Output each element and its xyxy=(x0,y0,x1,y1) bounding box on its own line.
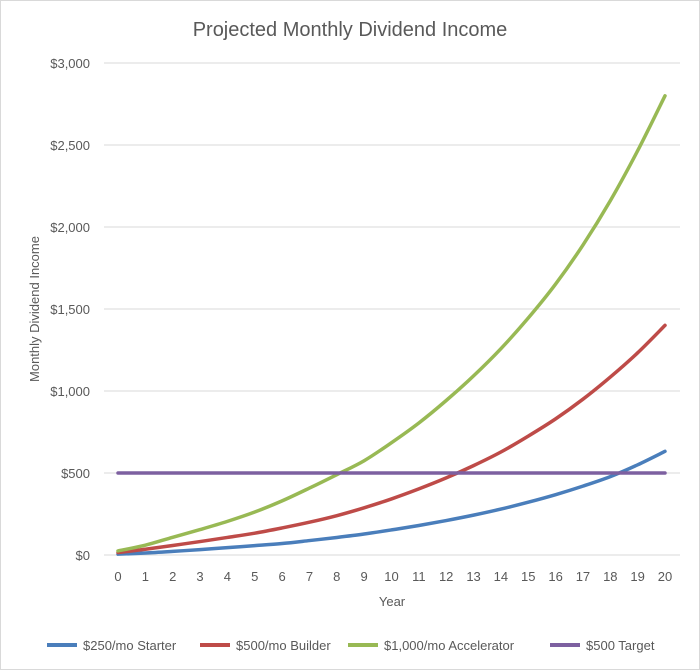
x-tick-label: 5 xyxy=(251,569,258,584)
x-tick-label: 10 xyxy=(384,569,398,584)
series-lines xyxy=(116,94,667,556)
legend-label: $500/mo Builder xyxy=(236,638,331,653)
y-tick-label: $3,000 xyxy=(50,56,90,71)
x-tick-label: 14 xyxy=(494,569,508,584)
legend-label: $500 Target xyxy=(586,638,655,653)
y-tick-label: $1,000 xyxy=(50,384,90,399)
x-tick-label: 9 xyxy=(361,569,368,584)
x-tick-label: 16 xyxy=(548,569,562,584)
y-tick-label: $1,500 xyxy=(50,302,90,317)
x-tick-label: 19 xyxy=(630,569,644,584)
x-tick-label: 2 xyxy=(169,569,176,584)
x-tick-label: 4 xyxy=(224,569,231,584)
legend-label: $1,000/mo Accelerator xyxy=(384,638,515,653)
x-tick-label: 12 xyxy=(439,569,453,584)
y-tick-label: $0 xyxy=(76,548,90,563)
x-tick-label: 11 xyxy=(412,569,426,584)
x-tick-label: 8 xyxy=(333,569,340,584)
series-line-0 xyxy=(116,449,667,556)
legend-label: $250/mo Starter xyxy=(83,638,177,653)
x-tick-label: 20 xyxy=(658,569,672,584)
y-axis-title: Monthly Dividend Income xyxy=(27,236,42,382)
x-tick-label: 18 xyxy=(603,569,617,584)
legend: $250/mo Starter $500/mo Builder $1,000/mo … xyxy=(47,638,655,653)
y-tick-label: $2,500 xyxy=(50,138,90,153)
x-tick-label: 7 xyxy=(306,569,313,584)
x-tick-label: 6 xyxy=(278,569,285,584)
series-line-2 xyxy=(116,94,667,553)
y-tick-label: $500 xyxy=(61,466,90,481)
y-axis-ticks: $0 $500 $1,000 $1,500 $2,000 $2,500 $3,000 xyxy=(50,56,90,563)
series-line-1 xyxy=(116,323,667,555)
x-tick-label: 13 xyxy=(466,569,480,584)
x-tick-label: 17 xyxy=(576,569,590,584)
x-tick-label: 0 xyxy=(114,569,121,584)
x-axis-title: Year xyxy=(379,594,406,609)
x-tick-label: 1 xyxy=(142,569,149,584)
x-tick-label: 3 xyxy=(196,569,203,584)
chart-title: Projected Monthly Dividend Income xyxy=(193,19,508,41)
y-tick-label: $2,000 xyxy=(50,220,90,235)
x-axis-ticks: 0 1 2 3 4 5 6 7 8 9 10 11 12 13 14 15 16 17 18 19 20 xyxy=(114,569,672,584)
x-tick-label: 15 xyxy=(521,569,535,584)
